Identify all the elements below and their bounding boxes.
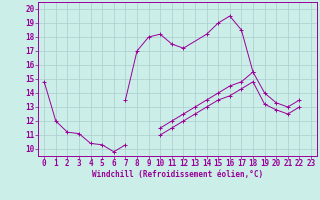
X-axis label: Windchill (Refroidissement éolien,°C): Windchill (Refroidissement éolien,°C) — [92, 170, 263, 179]
